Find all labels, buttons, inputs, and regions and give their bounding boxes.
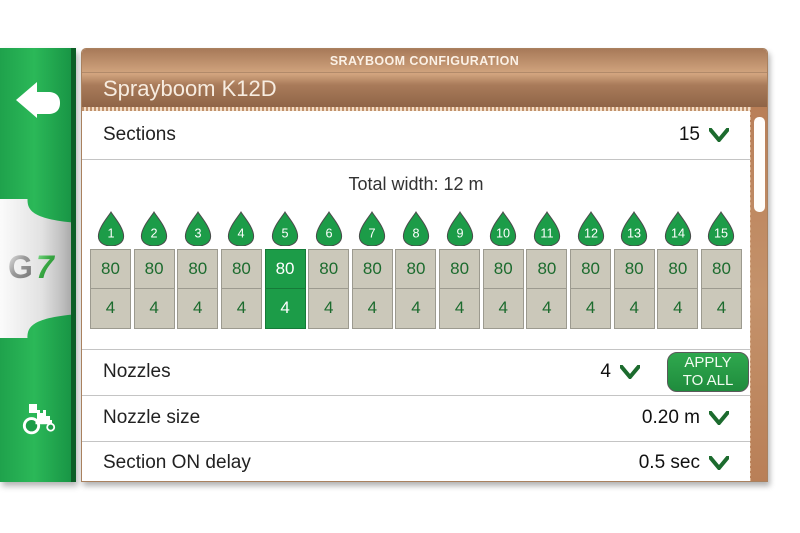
svg-text:3: 3 [194,226,201,240]
svg-text:9: 9 [456,226,463,240]
svg-text:15: 15 [714,226,728,240]
svg-text:2: 2 [151,226,158,240]
svg-text:13: 13 [627,226,641,240]
svg-text:10: 10 [496,226,510,240]
svg-text:8: 8 [412,226,419,240]
svg-text:11: 11 [540,226,553,240]
svg-text:1: 1 [107,226,114,240]
svg-text:12: 12 [584,226,598,240]
svg-text:14: 14 [671,226,685,240]
svg-text:6: 6 [325,226,332,240]
svg-text:G: G [9,249,33,285]
svg-text:7: 7 [36,249,56,285]
svg-text:7: 7 [369,226,376,240]
svg-text:5: 5 [282,226,289,240]
svg-text:4: 4 [238,226,245,240]
